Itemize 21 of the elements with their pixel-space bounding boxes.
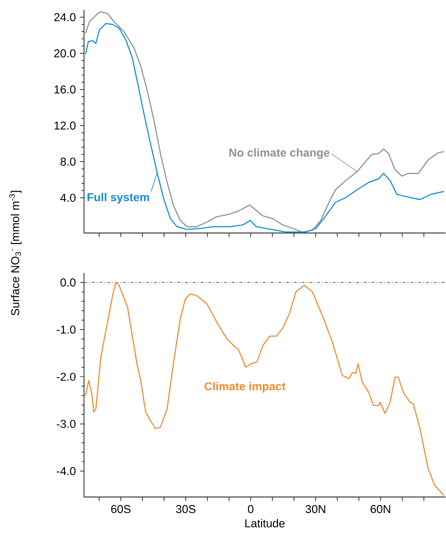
x-tick-label: 60S: [111, 505, 130, 514]
y-axis-title: Surface NO$_{3}$$^{-}$ [mmol m$^{-3}$]: [9, 190, 22, 316]
y-tick-label: 8.0: [60, 158, 76, 166]
y-tick-label: -1.0: [56, 326, 76, 334]
x-tick-label: 0: [248, 505, 254, 514]
y-tick-label: 4.0: [60, 194, 76, 202]
y-tick-label: 20.0: [54, 49, 76, 58]
legend-label: Full system: [88, 192, 150, 204]
x-axis-title: Latitude: [245, 518, 285, 528]
y-tick-label: -3.0: [56, 420, 76, 428]
series-label: Climate impact: [204, 382, 286, 393]
y-tick-label: 12.0: [54, 122, 76, 130]
x-tick-label: 30S: [176, 505, 196, 514]
y-tick-label: 0.0: [60, 278, 76, 286]
x-tick-label: 30N: [306, 505, 326, 514]
y-tick-label: -4.0: [56, 467, 76, 476]
text: No climate change: [229, 148, 330, 159]
y-tick-label: 24.0: [54, 13, 76, 22]
y-tick-label: -2.0: [56, 372, 76, 381]
x-tick-label: 60N: [370, 505, 390, 514]
y-tick-label: 16.0: [54, 85, 76, 94]
